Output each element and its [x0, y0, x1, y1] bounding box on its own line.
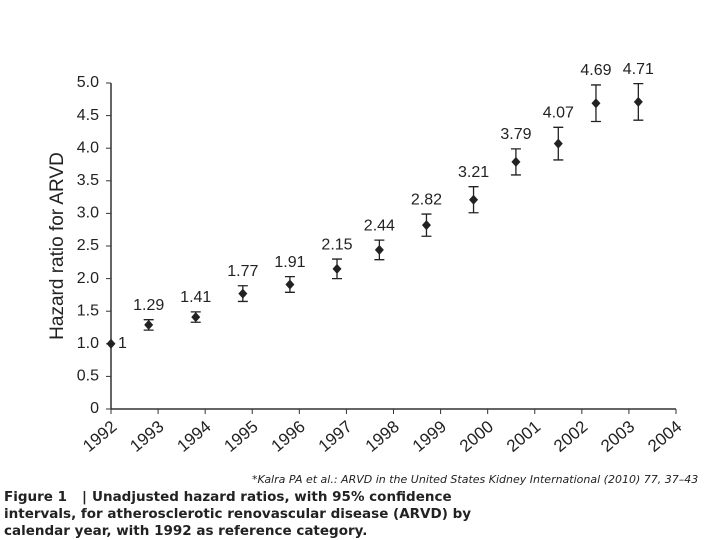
y-tick-label: 0	[90, 400, 99, 417]
x-tick-label: 2000	[456, 417, 497, 456]
data-label: 1.91	[274, 254, 305, 271]
x-tick-label: 2002	[550, 417, 591, 456]
y-tick-label: 2.0	[77, 270, 99, 287]
y-tick-label: 2.5	[77, 237, 99, 254]
point	[511, 156, 521, 167]
point	[191, 312, 201, 323]
x-tick-label: 1997	[315, 417, 356, 456]
point	[591, 98, 601, 109]
data-label: 1.41	[180, 289, 211, 306]
data-label: 1.29	[133, 297, 164, 314]
y-tick-label: 1.0	[77, 335, 99, 352]
x-tick-label: 2004	[644, 417, 685, 456]
point	[332, 263, 342, 274]
x-tick-label: 2003	[597, 417, 638, 456]
point	[106, 338, 116, 349]
y-tick-label: 0.5	[77, 368, 99, 385]
x-tick-label: 1994	[173, 417, 214, 456]
x-tick-label: 1995	[221, 417, 262, 456]
caption-line: intervals, for atherosclerotic renovascu…	[4, 506, 471, 522]
y-tick-label: 5.0	[77, 74, 99, 91]
data-label: 2.44	[364, 217, 395, 234]
y-tick-label: 3.0	[77, 205, 99, 222]
data-label: 2.82	[411, 191, 442, 208]
x-tick-label: 1996	[268, 417, 309, 456]
x-tick-label: 1992	[79, 417, 120, 456]
data-label: 4.71	[623, 61, 654, 78]
citation: *Kalra PA et al.: ARVD in the United Sta…	[252, 473, 698, 486]
data-label: 4.69	[580, 62, 611, 79]
data-label: 3.21	[458, 164, 489, 181]
caption-label: Figure 1	[4, 489, 67, 505]
data-label: 1.77	[227, 263, 258, 280]
point	[421, 220, 431, 231]
x-tick-label: 1998	[362, 417, 403, 456]
data-label: 1	[118, 335, 127, 352]
y-tick-label: 4.0	[77, 139, 99, 156]
caption-line: Unadjusted hazard ratios, with 95% confi…	[92, 489, 452, 505]
data-label: 3.79	[500, 126, 531, 143]
caption-line: calendar year, with 1992 as reference ca…	[4, 523, 367, 539]
point	[285, 279, 295, 290]
x-tick-label: 1999	[409, 417, 450, 456]
y-axis-label: Hazard ratio for ARVD	[47, 152, 68, 340]
point	[374, 244, 384, 255]
point	[144, 319, 154, 330]
point	[238, 288, 248, 299]
point	[553, 138, 563, 149]
x-tick-label: 1993	[126, 417, 167, 456]
data-label: 4.07	[543, 105, 574, 122]
point	[633, 96, 643, 107]
data-label: 2.15	[321, 236, 352, 253]
y-tick-label: 3.5	[77, 172, 99, 189]
caption-line: |	[82, 489, 87, 505]
point	[469, 194, 479, 205]
y-tick-label: 1.5	[77, 302, 99, 319]
y-tick-label: 4.5	[77, 107, 99, 124]
x-tick-label: 2001	[503, 417, 544, 456]
